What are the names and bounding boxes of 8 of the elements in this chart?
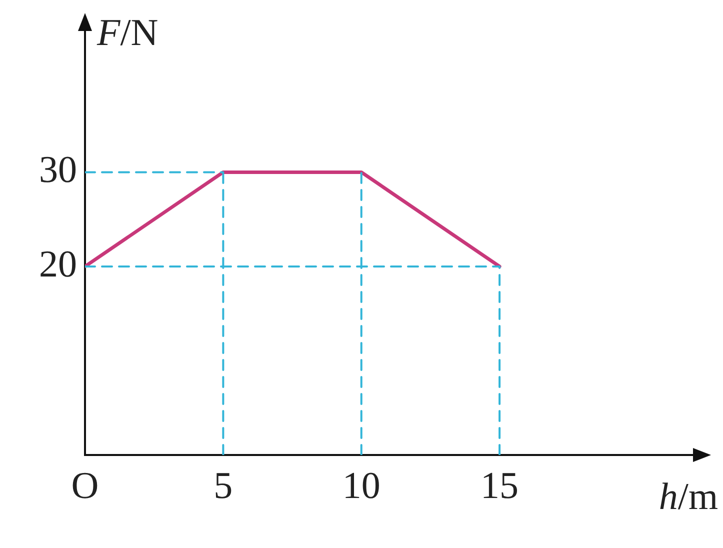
x-tick-label: 10 [342, 464, 380, 507]
y-tick-label: 30 [39, 149, 77, 192]
x-axis-title: h/m [658, 476, 718, 518]
y-tick-label: 20 [39, 243, 77, 286]
x-tick-label: O [71, 464, 99, 507]
y-axis-title: F/N [96, 12, 158, 54]
x-tick-label: 15 [480, 464, 519, 507]
x-tick-label: 5 [214, 464, 233, 507]
